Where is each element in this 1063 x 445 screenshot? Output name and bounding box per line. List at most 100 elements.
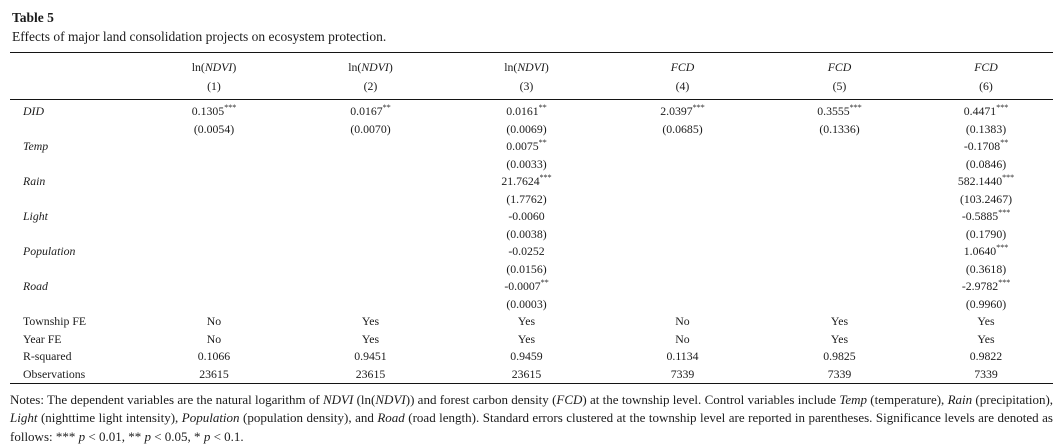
cell-coefficient: Yes bbox=[830, 314, 849, 328]
row-label: Rain bbox=[23, 174, 46, 188]
row-label-empty bbox=[10, 261, 135, 279]
column-header-number: (2) bbox=[363, 79, 378, 93]
table-row-se: (1.7762) (103.2467) bbox=[10, 191, 1053, 209]
italic-term: FCD bbox=[670, 60, 695, 74]
cell-standard-error: (0.0033) bbox=[506, 156, 547, 171]
table-row: Light -0.0060 -0.5885*** bbox=[10, 208, 1053, 226]
cell-standard-error bbox=[760, 226, 919, 244]
cell-coefficient: Yes bbox=[977, 314, 995, 328]
italic-term: NDVI bbox=[375, 392, 406, 407]
table-row-se: (0.0054) (0.0070) (0.0069) (0.0685) (0.1336)… bbox=[10, 121, 1053, 139]
cell-coefficient: 0.1066 bbox=[197, 349, 231, 363]
cell-coefficient: Yes bbox=[517, 331, 536, 346]
table-row: R-squared 0.1066 0.9451 0.9459 0.1134 0.9825 0… bbox=[10, 348, 1053, 366]
cell-standard-error: (0.0069) bbox=[506, 121, 547, 136]
table-row: DID 0.1305*** 0.0167** 0.0161** 2.0397*** 0.3… bbox=[10, 100, 1053, 121]
cell-coefficient bbox=[135, 243, 293, 261]
cell-coefficient: -0.0060 bbox=[508, 209, 545, 223]
cell-coefficient bbox=[135, 278, 293, 296]
cell-coefficient bbox=[293, 138, 448, 156]
table-row: Observations 23615 23615 23615 7339 7339 7339 bbox=[10, 366, 1053, 384]
cell-coefficient bbox=[605, 208, 760, 226]
italic-term: NDVI bbox=[361, 60, 389, 74]
row-label: DID bbox=[23, 104, 44, 118]
row-label: Light bbox=[23, 209, 48, 223]
column-header-variable: ln(NDVI) bbox=[504, 60, 549, 74]
cell-standard-error bbox=[135, 226, 293, 244]
cell-standard-error: (0.0846) bbox=[965, 156, 1007, 171]
cell-coefficient bbox=[760, 278, 919, 296]
cell-coefficient: 0.1134 bbox=[666, 349, 699, 363]
column-header-variable: FCD bbox=[760, 53, 919, 78]
cell-coefficient: No bbox=[206, 314, 222, 328]
cell-coefficient: -2.9782*** bbox=[961, 278, 1011, 293]
cell-coefficient: Yes bbox=[517, 314, 536, 328]
header-stub bbox=[10, 77, 135, 100]
significance-stars: *** bbox=[996, 243, 1009, 253]
cell-standard-error bbox=[135, 156, 293, 174]
significance-stars: ** bbox=[1000, 138, 1009, 148]
cell-coefficient bbox=[293, 208, 448, 226]
cell-coefficient: 0.1305*** bbox=[191, 103, 237, 118]
row-label: Year FE bbox=[23, 331, 62, 346]
cell-coefficient: 7339 bbox=[974, 366, 998, 381]
italic-term: Temp bbox=[839, 392, 868, 407]
cell-coefficient: 23615 bbox=[355, 366, 386, 381]
table-notes: Notes: The dependent variables are the n… bbox=[10, 392, 1054, 444]
cell-standard-error: (0.0070) bbox=[350, 121, 391, 136]
column-header-variable: FCD bbox=[605, 53, 760, 78]
significance-stars: ** bbox=[540, 278, 549, 288]
cell-coefficient: -0.0252 bbox=[508, 244, 545, 258]
cell-standard-error: (0.3618) bbox=[965, 261, 1007, 276]
cell-coefficient: 0.0161** bbox=[506, 103, 547, 118]
italic-term: FCD bbox=[556, 392, 583, 407]
row-label: Population bbox=[23, 244, 76, 258]
cell-coefficient: 0.9825 bbox=[823, 349, 856, 363]
row-label: R-squared bbox=[23, 349, 72, 363]
italic-term: NDVI bbox=[517, 60, 545, 74]
table-row: Road -0.0007** -2.9782*** bbox=[10, 278, 1053, 296]
column-header-number: (3) bbox=[519, 79, 534, 93]
cell-coefficient: 7339 bbox=[827, 366, 852, 381]
column-header-number: (6) bbox=[979, 79, 993, 93]
significance-stars: *** bbox=[996, 103, 1009, 113]
cell-coefficient bbox=[760, 173, 919, 191]
cell-coefficient bbox=[293, 278, 448, 296]
cell-standard-error bbox=[605, 226, 760, 244]
table-header: ln(NDVI) ln(NDVI) ln(NDVI) FCD FCD FCD (1) (2) (… bbox=[10, 53, 1053, 100]
regression-table: ln(NDVI) ln(NDVI) ln(NDVI) FCD FCD FCD (1) (2) (… bbox=[10, 52, 1053, 384]
cell-standard-error bbox=[135, 191, 293, 209]
significance-stars: *** bbox=[998, 278, 1011, 288]
cell-standard-error: (103.2467) bbox=[959, 191, 1013, 206]
cell-coefficient bbox=[135, 208, 293, 226]
cell-coefficient: Yes bbox=[361, 314, 380, 328]
cell-standard-error bbox=[293, 226, 448, 244]
cell-coefficient bbox=[605, 278, 760, 296]
column-header-number: (4) bbox=[675, 79, 690, 93]
significance-stars: *** bbox=[224, 103, 237, 113]
table-row-se: (0.0033) (0.0846) bbox=[10, 156, 1053, 174]
cell-standard-error: (0.0156) bbox=[506, 261, 547, 276]
cell-coefficient bbox=[135, 173, 293, 191]
cell-coefficient bbox=[605, 243, 760, 261]
cell-coefficient: 21.7624*** bbox=[501, 173, 552, 188]
column-header-variable: ln(NDVI) bbox=[348, 60, 393, 74]
table-number-title: Table 5 bbox=[12, 10, 54, 25]
cell-standard-error: (0.1383) bbox=[965, 121, 1007, 136]
column-header-number: (1) bbox=[207, 79, 221, 93]
cell-standard-error bbox=[605, 191, 760, 209]
row-label: Temp bbox=[23, 139, 49, 153]
cell-coefficient bbox=[293, 173, 448, 191]
cell-coefficient: 0.4471*** bbox=[963, 103, 1009, 118]
significance-stars: *** bbox=[1002, 173, 1015, 183]
row-label: Road bbox=[23, 279, 48, 293]
italic-term: FCD bbox=[827, 60, 852, 74]
cell-coefficient: 0.9451 bbox=[354, 349, 387, 363]
cell-coefficient bbox=[760, 243, 919, 261]
cell-coefficient: 1.0640*** bbox=[963, 243, 1009, 258]
italic-term: FCD bbox=[974, 60, 998, 74]
cell-coefficient: 0.9822 bbox=[969, 349, 1003, 363]
cell-coefficient bbox=[605, 173, 760, 191]
cell-standard-error bbox=[760, 261, 919, 279]
cell-standard-error bbox=[760, 156, 919, 174]
